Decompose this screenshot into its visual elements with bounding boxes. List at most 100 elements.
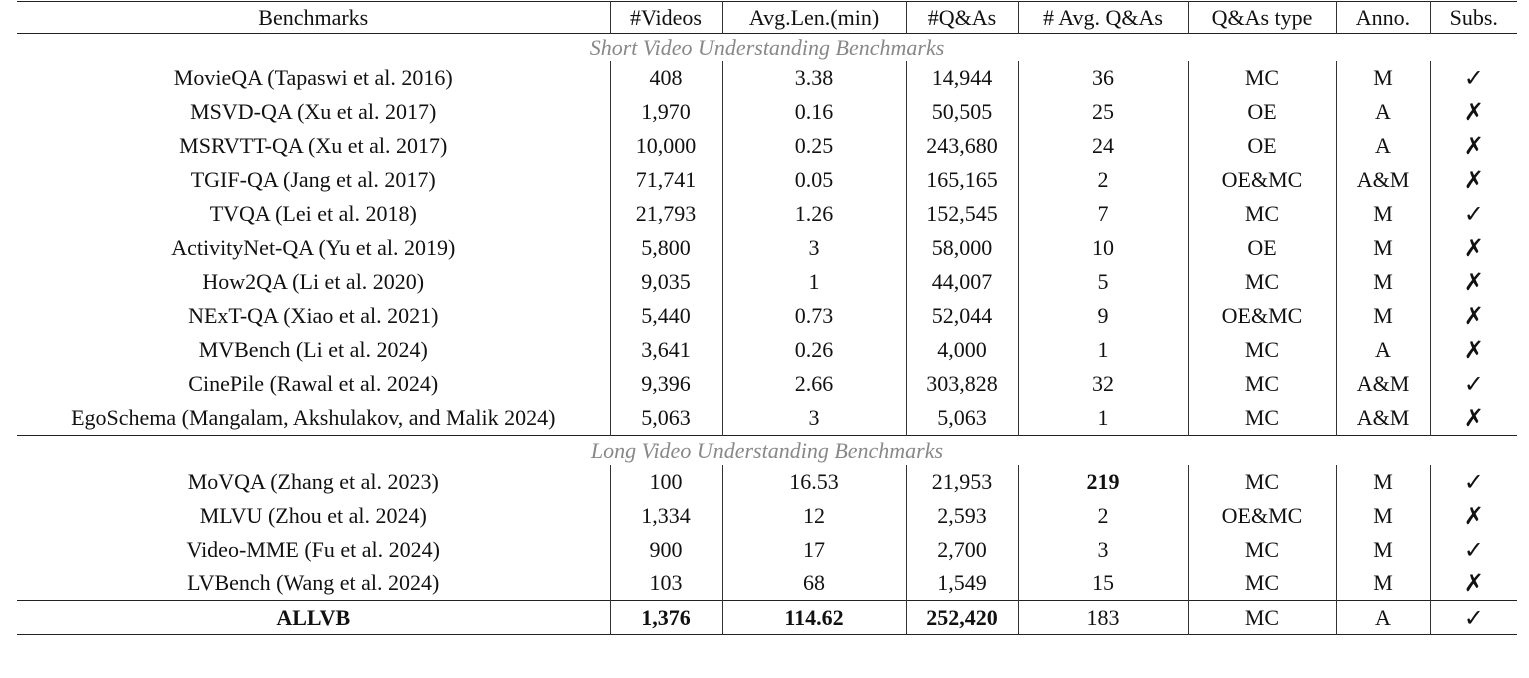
cell-videos: 103 — [609, 566, 722, 601]
cell-avg-qas: 3 — [1017, 532, 1188, 567]
cell-type: OE&MC — [1187, 498, 1336, 533]
column-header: #Videos — [609, 1, 722, 34]
check-icon: ✓ — [1429, 61, 1517, 95]
cross-icon: ✗ — [1429, 566, 1517, 601]
cross-icon: ✗ — [1429, 163, 1517, 197]
column-header: Anno. — [1335, 1, 1430, 34]
column-header: Subs. — [1429, 1, 1517, 34]
cell-qas: 243,680 — [905, 129, 1018, 163]
cell-avg-qas: 1 — [1017, 401, 1188, 435]
cell-qas: 165,165 — [905, 163, 1018, 197]
cell-anno: M — [1335, 464, 1430, 499]
cell-avg-len: 12 — [721, 498, 906, 533]
cell-avg-qas: 15 — [1017, 566, 1188, 601]
cell-avg-qas: 10 — [1017, 231, 1188, 265]
cell-type: MC — [1187, 532, 1336, 567]
cell-videos: 1,970 — [609, 95, 722, 129]
cell-qas: 4,000 — [905, 333, 1018, 367]
cross-icon: ✗ — [1429, 299, 1517, 333]
section-title: Long Video Understanding Benchmarks — [590, 437, 944, 463]
cell-anno: M — [1335, 265, 1430, 299]
cell-qas: 52,044 — [905, 299, 1018, 333]
cell-videos: 100 — [609, 464, 722, 499]
cell-type: MC — [1187, 265, 1336, 299]
cell-avg-qas: 183 — [1017, 600, 1188, 635]
cell-qas: 58,000 — [905, 231, 1018, 265]
cell-name: LVBench (Wang et al. 2024) — [187, 570, 440, 596]
cell-qas: 14,944 — [905, 61, 1018, 95]
cell-anno: M — [1335, 231, 1430, 265]
column-header: #Q&As — [905, 1, 1018, 34]
table-row: LVBench (Wang et al. 2024) 103 68 1,549 15 MC… — [17, 566, 1517, 601]
cell-name: How2QA (Li et al. 2020) — [202, 269, 425, 294]
cell-videos: 1,334 — [609, 498, 722, 533]
cell-avg-len: 3 — [721, 401, 906, 435]
cell-videos: 1,376 — [609, 600, 722, 635]
table-row: ActivityNet-QA (Yu et al. 2019) 5,800 3 58,… — [17, 231, 1517, 265]
table-row: Video-MME (Fu et al. 2024) 900 17 2,700 3 MC M… — [17, 532, 1517, 567]
cell-avg-qas: 219 — [1017, 464, 1188, 499]
table-row: TGIF-QA (Jang et al. 2017) 71,741 0.05 165,… — [17, 163, 1517, 197]
cell-avg-len: 17 — [721, 532, 906, 567]
cell-name: Video-MME (Fu et al. 2024) — [186, 536, 440, 562]
column-header: Q&As type — [1187, 1, 1336, 34]
cell-anno: M — [1335, 498, 1430, 533]
cell-anno: A — [1335, 129, 1430, 163]
cell-type: MC — [1187, 401, 1336, 435]
cell-type: MC — [1187, 600, 1336, 635]
cell-avg-len: 68 — [721, 566, 906, 601]
cell-videos: 9,396 — [609, 367, 722, 401]
cell-qas: 5,063 — [905, 401, 1018, 435]
cell-avg-len: 0.26 — [721, 333, 906, 367]
cell-anno: M — [1335, 566, 1430, 601]
table-header: Benchmarks #Videos Avg.Len.(min) #Q&As #… — [17, 1, 1517, 34]
cell-avg-qas: 24 — [1017, 129, 1188, 163]
cell-type: MC — [1187, 333, 1336, 367]
cross-icon: ✗ — [1429, 333, 1517, 367]
cell-anno: M — [1335, 61, 1430, 95]
cell-avg-len: 3.38 — [721, 61, 906, 95]
section-header-row: Short Video Understanding Benchmarks — [17, 34, 1517, 62]
cell-name: TVQA (Lei et al. 2018) — [209, 201, 417, 226]
cell-qas: 21,953 — [905, 464, 1018, 499]
cell-avg-len: 2.66 — [721, 367, 906, 401]
cell-name: MovieQA (Tapaswi et al. 2016) — [173, 65, 453, 90]
cross-icon: ✗ — [1429, 498, 1517, 533]
cell-qas: 152,545 — [905, 197, 1018, 231]
cell-anno: A&M — [1335, 367, 1430, 401]
table-row: MovieQA (Tapaswi et al. 2016) 408 3.38 14,9… — [17, 61, 1517, 95]
cell-type: OE&MC — [1187, 299, 1336, 333]
cell-qas: 2,700 — [905, 532, 1018, 567]
cell-avg-len: 0.73 — [721, 299, 906, 333]
cross-icon: ✗ — [1429, 231, 1517, 265]
cell-anno: M — [1335, 532, 1430, 567]
cell-name: NExT-QA (Xiao et al. 2021) — [188, 303, 439, 328]
cell-avg-qas: 7 — [1017, 197, 1188, 231]
cell-avg-len: 3 — [721, 231, 906, 265]
cell-videos: 71,741 — [609, 163, 722, 197]
cell-name: MSRVTT-QA (Xu et al. 2017) — [179, 133, 448, 158]
cell-qas: 252,420 — [905, 600, 1018, 635]
table-row: MLVU (Zhou et al. 2024) 1,334 12 2,593 2 OE&M… — [17, 498, 1517, 533]
cell-videos: 10,000 — [609, 129, 722, 163]
cell-name: MLVU (Zhou et al. 2024) — [199, 502, 427, 528]
cell-avg-len: 16.53 — [721, 464, 906, 499]
cell-type: OE — [1187, 231, 1336, 265]
table-row: MSRVTT-QA (Xu et al. 2017) 10,000 0.25 243,… — [17, 129, 1517, 163]
cell-avg-len: 0.05 — [721, 163, 906, 197]
total-row: ALLVB 1,376 114.62 252,420 183 MC A ✓ — [17, 600, 1517, 635]
cell-type: MC — [1187, 566, 1336, 601]
cross-icon: ✗ — [1429, 129, 1517, 163]
cell-videos: 21,793 — [609, 197, 722, 231]
cell-name: MVBench (Li et al. 2024) — [198, 337, 428, 362]
cell-anno: M — [1335, 299, 1430, 333]
cell-type: OE — [1187, 129, 1336, 163]
cell-qas: 44,007 — [905, 265, 1018, 299]
cell-avg-len: 114.62 — [721, 600, 906, 635]
column-header: Benchmarks — [258, 4, 369, 30]
column-header: # Avg. Q&As — [1017, 1, 1188, 34]
cell-name: ALLVB — [276, 604, 351, 630]
cell-avg-qas: 2 — [1017, 498, 1188, 533]
cell-avg-qas: 2 — [1017, 163, 1188, 197]
cell-type: MC — [1187, 61, 1336, 95]
